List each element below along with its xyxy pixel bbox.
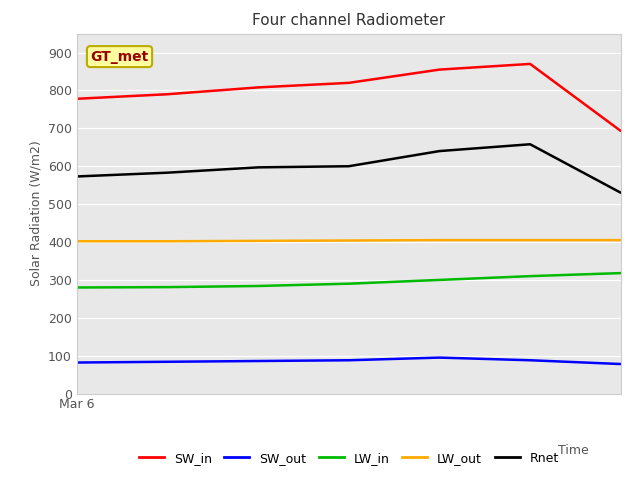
Line: LW_out: LW_out	[77, 240, 621, 241]
SW_in	[254, 84, 262, 90]
Rnet	[617, 190, 625, 196]
LW_in	[345, 281, 353, 287]
LW_out	[436, 237, 444, 243]
Rnet	[254, 165, 262, 170]
SW_out	[73, 360, 81, 365]
LW_out	[164, 239, 172, 244]
SW_out	[254, 358, 262, 364]
Rnet	[73, 174, 81, 180]
LW_out	[617, 237, 625, 243]
SW_out	[617, 361, 625, 367]
LW_in	[436, 277, 444, 283]
SW_in	[436, 67, 444, 72]
SW_in	[164, 91, 172, 97]
SW_out	[526, 358, 534, 363]
LW_in	[73, 285, 81, 290]
LW_in	[617, 270, 625, 276]
LW_out	[73, 239, 81, 244]
Line: Rnet: Rnet	[77, 144, 621, 193]
Rnet	[345, 163, 353, 169]
Title: Four channel Radiometer: Four channel Radiometer	[252, 13, 445, 28]
Line: SW_out: SW_out	[77, 358, 621, 364]
LW_in	[526, 273, 534, 279]
LW_in	[164, 284, 172, 290]
Rnet	[526, 142, 534, 147]
SW_in	[345, 80, 353, 86]
Text: Time: Time	[558, 444, 589, 456]
SW_in	[617, 128, 625, 134]
SW_out	[345, 358, 353, 363]
SW_in	[73, 96, 81, 102]
LW_out	[526, 237, 534, 243]
Rnet	[436, 148, 444, 154]
LW_out	[254, 238, 262, 244]
Line: SW_in: SW_in	[77, 64, 621, 131]
Legend: SW_in, SW_out, LW_in, LW_out, Rnet: SW_in, SW_out, LW_in, LW_out, Rnet	[134, 447, 564, 469]
Line: LW_in: LW_in	[77, 273, 621, 288]
LW_out	[345, 238, 353, 243]
LW_in	[254, 283, 262, 289]
Text: GT_met: GT_met	[90, 49, 148, 63]
SW_out	[436, 355, 444, 360]
SW_in	[526, 61, 534, 67]
Y-axis label: Solar Radiation (W/m2): Solar Radiation (W/m2)	[29, 141, 42, 287]
SW_out	[164, 359, 172, 365]
Rnet	[164, 170, 172, 176]
